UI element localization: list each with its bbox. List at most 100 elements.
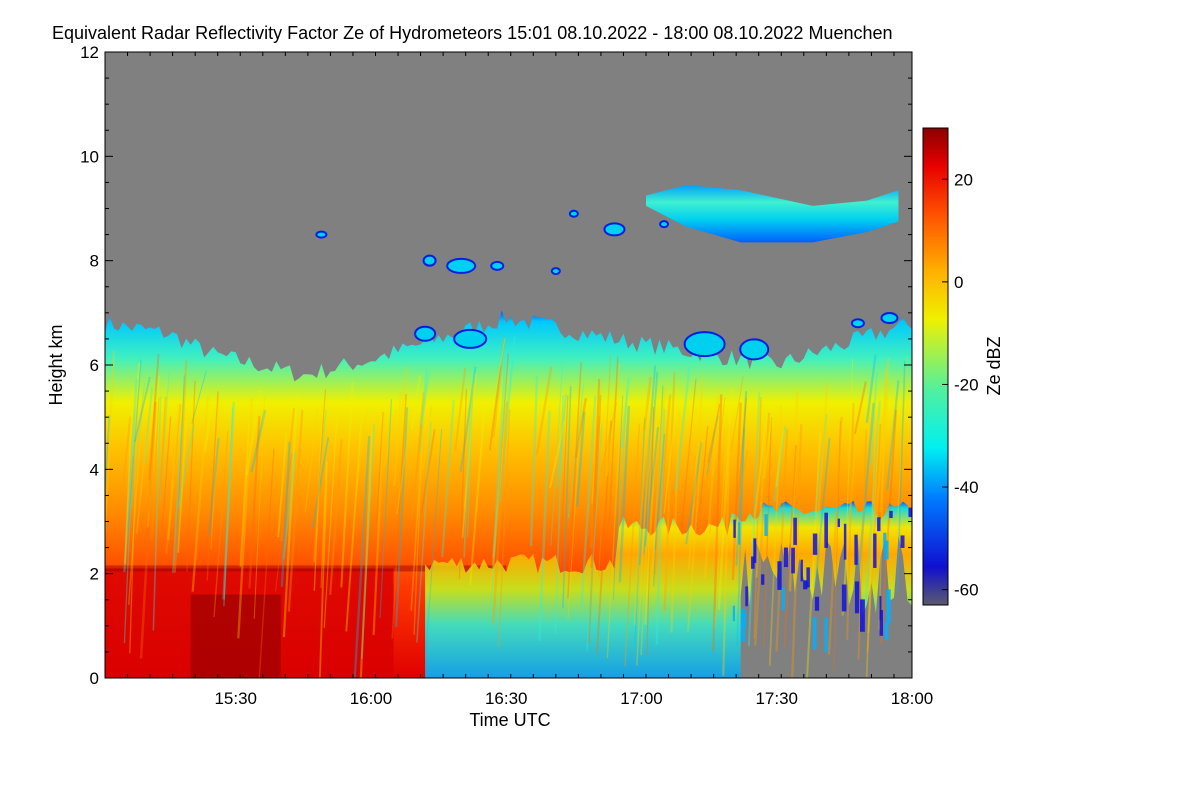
fall-streak	[488, 365, 502, 451]
fall-streak	[707, 403, 721, 463]
y-tick-label: 12	[80, 43, 99, 62]
fall-streak	[606, 362, 621, 476]
echo-fringe	[854, 581, 860, 614]
fall-streak	[143, 386, 154, 465]
y-axis-label: Height km	[46, 324, 66, 405]
echo-cell	[683, 331, 726, 358]
fall-streak	[239, 400, 252, 567]
fall-streak	[567, 400, 583, 619]
fall-streak	[865, 354, 877, 423]
fall-streak	[203, 395, 215, 452]
fall-streak	[410, 391, 427, 611]
fall-streak	[653, 394, 672, 575]
fall-streak	[161, 416, 172, 532]
fall-streak	[245, 389, 262, 476]
fall-streak	[492, 337, 506, 438]
y-tick-label: 2	[90, 565, 99, 584]
fall-streak	[282, 451, 297, 560]
fall-streak	[135, 405, 151, 534]
fall-streak	[663, 372, 676, 611]
fall-streak	[853, 381, 867, 435]
fall-streak	[620, 377, 630, 448]
echo-fringe	[873, 533, 877, 568]
fall-streak	[722, 425, 731, 676]
fall-streak	[575, 412, 586, 508]
echo-cell	[603, 222, 626, 237]
echo-fringe	[854, 534, 858, 565]
fall-streak	[612, 395, 624, 600]
colorbar-tick-label: -20	[954, 375, 979, 394]
x-tick-label: 16:00	[350, 689, 393, 708]
fall-streak	[174, 375, 185, 562]
fall-streak	[410, 375, 421, 430]
fall-streak	[463, 382, 475, 508]
fall-streak	[812, 382, 829, 593]
x-tick-label: 18:00	[891, 689, 934, 708]
colorbar-tick-label: -40	[954, 478, 979, 497]
fall-streak	[843, 358, 854, 601]
fall-streak	[590, 378, 601, 568]
fall-streak	[642, 371, 659, 555]
fall-streak	[773, 426, 787, 503]
fall-streak	[596, 420, 613, 654]
fall-streak	[396, 431, 410, 515]
fall-streak	[846, 403, 855, 640]
fall-streak	[644, 427, 659, 547]
fall-streak	[747, 392, 761, 647]
echo-fringe	[745, 586, 748, 607]
fall-streak	[130, 382, 146, 509]
fall-streak	[359, 430, 374, 678]
fall-streak	[375, 412, 384, 526]
fall-streak	[538, 410, 551, 641]
echo-fringe	[812, 616, 817, 650]
fall-streak	[383, 409, 398, 466]
fall-streak	[559, 395, 569, 567]
fall-streak	[712, 394, 723, 652]
echo-fringe	[732, 605, 735, 622]
fall-streak	[706, 415, 719, 475]
fall-streak	[172, 425, 183, 574]
fall-streak	[574, 398, 588, 459]
fall-streak	[763, 407, 774, 479]
fall-streak	[345, 410, 364, 632]
echo-cell	[850, 318, 865, 329]
fall-streak	[636, 417, 651, 666]
fall-streak	[159, 373, 170, 503]
echo-cell	[659, 220, 670, 229]
echo-fringe	[889, 510, 893, 518]
fall-streak	[775, 428, 789, 652]
fall-streak	[133, 376, 151, 443]
fall-streak	[644, 420, 658, 625]
fall-streak	[783, 444, 797, 649]
fall-streak	[213, 431, 229, 618]
fall-streak	[646, 406, 655, 656]
y-tick-label: 4	[90, 460, 99, 479]
fall-streak	[864, 400, 881, 607]
fall-streak	[580, 396, 597, 606]
echo-fringe	[879, 610, 884, 636]
fall-streak	[653, 385, 664, 587]
echo-fringe	[814, 596, 820, 611]
fall-streak	[699, 429, 716, 535]
fall-streak	[124, 387, 134, 564]
fall-streak	[139, 402, 157, 659]
fall-streak	[165, 404, 182, 555]
fall-streak	[633, 387, 649, 626]
fall-streak	[634, 418, 646, 645]
fall-streak	[458, 389, 468, 580]
fall-streak	[223, 407, 234, 607]
echo-fringe	[751, 556, 755, 569]
fall-streak	[372, 414, 386, 636]
fall-streak	[857, 429, 868, 660]
echo-fringe	[806, 567, 810, 588]
echo-fringe	[738, 522, 741, 545]
fall-streak	[191, 394, 210, 592]
fall-streak	[158, 396, 167, 508]
echo-gap	[740, 536, 912, 678]
fall-streak	[207, 438, 220, 536]
fall-streak	[554, 395, 565, 635]
echo-fringe	[733, 519, 736, 538]
y-tick-label: 8	[90, 252, 99, 271]
fall-streak	[489, 406, 507, 592]
fall-streak	[813, 413, 828, 520]
